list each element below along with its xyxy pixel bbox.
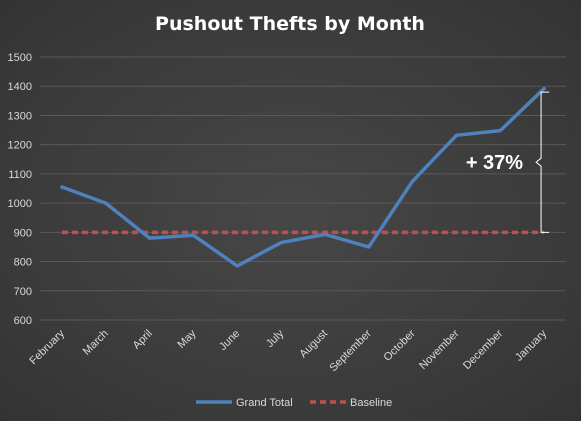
x-tick-label: October: [382, 327, 418, 363]
y-tick-label: 1000: [8, 198, 32, 210]
legend: Grand Total Baseline: [196, 397, 392, 409]
x-tick-label: November: [417, 327, 462, 372]
y-tick-label: 1500: [8, 52, 32, 64]
x-tick-label: March: [81, 328, 111, 358]
y-tick-label: 1400: [8, 81, 32, 93]
x-axis-ticks: February March April May June July AugustSepte…: [27, 327, 549, 374]
y-tick-label: 600: [14, 315, 32, 327]
x-tick-label: September: [327, 327, 374, 374]
y-tick-label: 1300: [8, 110, 32, 122]
y-tick-label: 800: [14, 257, 32, 269]
annotation-bracket: [535, 91, 550, 233]
x-tick-label: May: [175, 327, 199, 351]
x-tick-label: January: [513, 327, 550, 364]
legend-label: Baseline: [350, 397, 392, 409]
x-tick-label: July: [264, 327, 287, 350]
x-tick-label: June: [217, 328, 242, 353]
x-tick-label: August: [297, 328, 330, 361]
y-tick-label: 1200: [8, 140, 32, 152]
y-tick-label: 700: [14, 286, 32, 298]
annotation-label: + 37%: [466, 152, 523, 174]
x-tick-label: April: [131, 328, 155, 352]
chart-title: Pushout Thefts by Month: [155, 13, 425, 35]
growth-annotation: + 37%: [466, 91, 550, 233]
series-lines: [60, 86, 546, 268]
y-tick-label: 1100: [8, 169, 32, 181]
x-tick-label: February: [27, 327, 67, 367]
y-tick-label: 900: [14, 227, 32, 239]
y-axis-ticks: 600 700 800 900 1000 1100 1200 1300 1400 1500: [8, 52, 32, 327]
legend-label: Grand Total: [236, 397, 293, 409]
x-tick-label: December: [461, 327, 506, 372]
gridlines: [40, 56, 566, 321]
series-line: [60, 86, 546, 268]
